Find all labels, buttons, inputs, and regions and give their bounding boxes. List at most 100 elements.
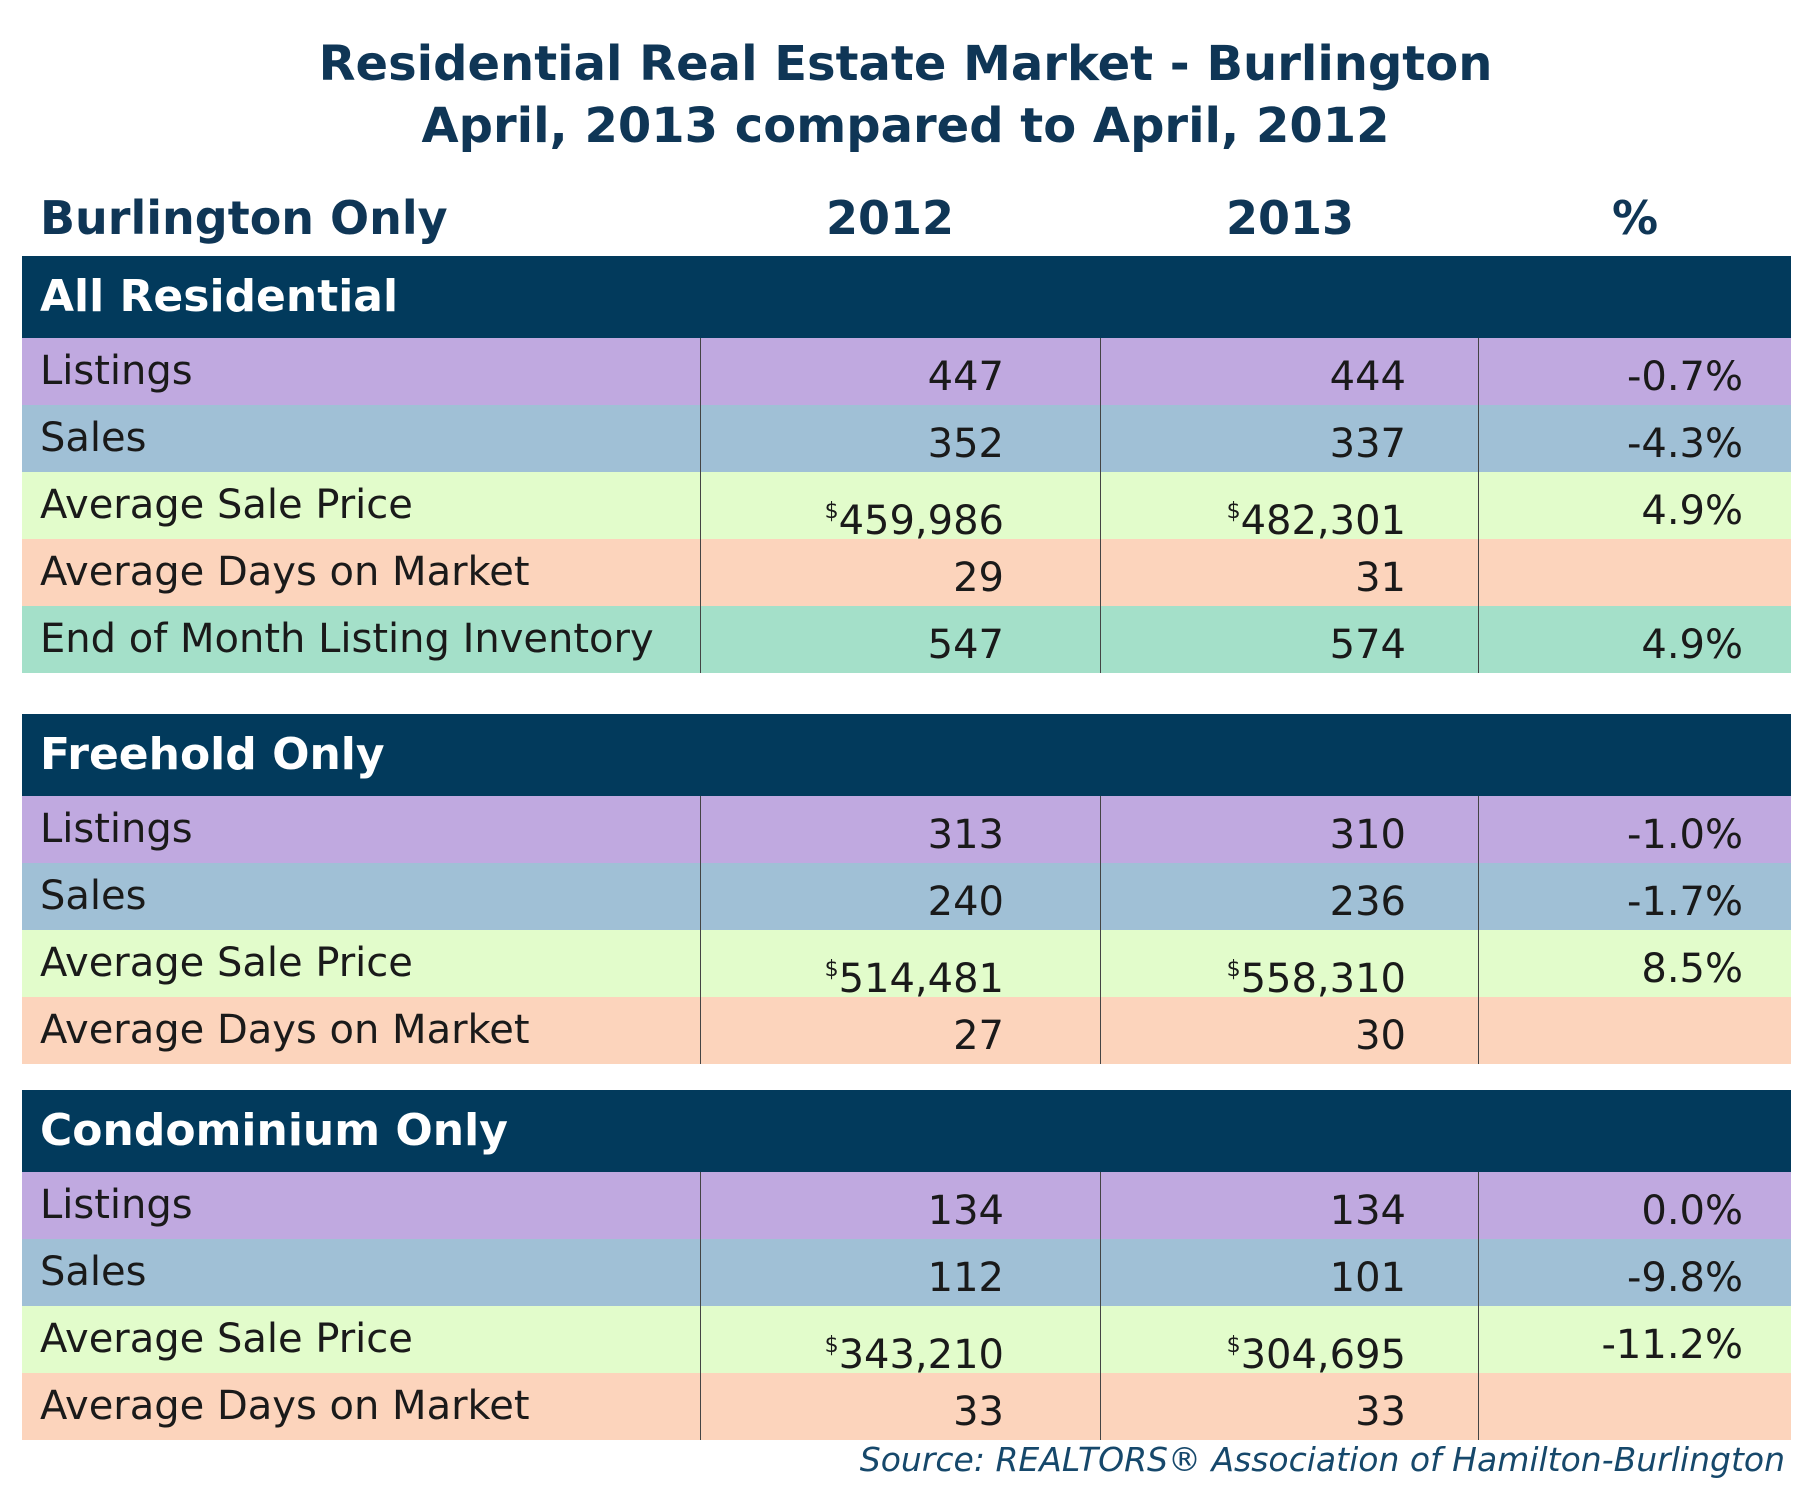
row-label: End of Month Listing Inventory bbox=[40, 616, 654, 662]
percent-change: -1.0% bbox=[1478, 796, 1791, 863]
cell-value: 112 bbox=[927, 1255, 1004, 1301]
percent-change bbox=[1478, 1373, 1791, 1440]
value-2013: 30 bbox=[1100, 997, 1478, 1064]
column-header-label: Burlington Only bbox=[40, 191, 448, 245]
value-2012: $459,986 bbox=[700, 472, 1100, 544]
value-2013: $558,310 bbox=[1100, 930, 1478, 1002]
row-label: Average Sale Price bbox=[40, 482, 413, 528]
value-2012: 134 bbox=[700, 1172, 1100, 1239]
table-row: Average Days on Market 27 30 bbox=[22, 997, 1791, 1064]
table-row: Average Sale Price $514,481 $558,310 8.5% bbox=[22, 930, 1791, 1002]
row-label: Sales bbox=[40, 873, 147, 919]
row-label: Listings bbox=[40, 1182, 193, 1228]
table-row: Sales 240 236 -1.7% bbox=[22, 863, 1791, 930]
value-2012: 352 bbox=[700, 405, 1100, 472]
cell-value: 240 bbox=[927, 879, 1004, 925]
percent-change: -4.3% bbox=[1478, 405, 1791, 472]
source-note: Source: REALTORS® Association of Hamilto… bbox=[859, 1440, 1785, 1479]
table-row: Sales 352 337 -4.3% bbox=[22, 405, 1791, 472]
column-header-2013: 2013 bbox=[1225, 191, 1355, 245]
value-2012: 29 bbox=[700, 539, 1100, 606]
percent-change bbox=[1478, 539, 1791, 606]
value-2013: 33 bbox=[1100, 1373, 1478, 1440]
value-2013: 337 bbox=[1100, 405, 1478, 472]
cell-value: 337 bbox=[1329, 421, 1406, 467]
cell-value: 33 bbox=[953, 1389, 1004, 1435]
cell-value: 30 bbox=[1355, 1013, 1406, 1059]
table-row: End of Month Listing Inventory 547 574 4.9% bbox=[22, 606, 1791, 673]
value-2012: 112 bbox=[700, 1239, 1100, 1306]
cell-value: 134 bbox=[1329, 1188, 1406, 1234]
value-2012: 313 bbox=[700, 796, 1100, 863]
table-section: Freehold Only Listings 313 310 -1.0% Sales 240… bbox=[22, 714, 1791, 1064]
value-2012: 33 bbox=[700, 1373, 1100, 1440]
row-label: Average Days on Market bbox=[40, 1383, 530, 1429]
currency-symbol: $ bbox=[1226, 957, 1241, 982]
value-2012: 447 bbox=[700, 338, 1100, 405]
section-title: Condominium Only bbox=[22, 1090, 1791, 1172]
value-2013: $482,301 bbox=[1100, 472, 1478, 544]
row-label: Average Days on Market bbox=[40, 549, 530, 595]
percent-change bbox=[1478, 997, 1791, 1064]
cell-value: 447 bbox=[927, 354, 1004, 400]
row-label: Average Days on Market bbox=[40, 1007, 530, 1053]
currency-symbol: $ bbox=[1226, 1333, 1241, 1358]
table-row: Sales 112 101 -9.8% bbox=[22, 1239, 1791, 1306]
value-2013: 236 bbox=[1100, 863, 1478, 930]
percent-change: -9.8% bbox=[1478, 1239, 1791, 1306]
percent-change: 4.9% bbox=[1478, 606, 1791, 673]
value-2012: $514,481 bbox=[700, 930, 1100, 1002]
section-title: Freehold Only bbox=[22, 714, 1791, 796]
cell-value: 482,301 bbox=[1240, 498, 1406, 544]
cell-value: 310 bbox=[1329, 812, 1406, 858]
cell-value: 574 bbox=[1329, 622, 1406, 668]
table-row: Average Sale Price $459,986 $482,301 4.9% bbox=[22, 472, 1791, 544]
percent-change: -0.7% bbox=[1478, 338, 1791, 405]
cell-value: 444 bbox=[1329, 354, 1406, 400]
percent-change: -1.7% bbox=[1478, 863, 1791, 930]
section-title: All Residential bbox=[22, 256, 1791, 338]
table-section: Condominium Only Listings 134 134 0.0% Sales 1… bbox=[22, 1090, 1791, 1440]
cell-value: 558,310 bbox=[1240, 956, 1406, 1002]
row-label: Listings bbox=[40, 348, 193, 394]
page-title: Residential Real Estate Market - Burling… bbox=[318, 36, 1493, 92]
value-2013: 31 bbox=[1100, 539, 1478, 606]
page-subtitle: April, 2013 compared to April, 2012 bbox=[421, 98, 1390, 154]
table-row: Listings 447 444 -0.7% bbox=[22, 338, 1791, 405]
table-row: Average Sale Price $343,210 $304,695 -11.2% bbox=[22, 1306, 1791, 1378]
cell-value: 27 bbox=[953, 1013, 1004, 1059]
cell-value: 459,986 bbox=[838, 498, 1004, 544]
value-2013: 444 bbox=[1100, 338, 1478, 405]
cell-value: 514,481 bbox=[838, 956, 1004, 1002]
cell-value: 29 bbox=[953, 555, 1004, 601]
cell-value: 352 bbox=[927, 421, 1004, 467]
table-section: All Residential Listings 447 444 -0.7% Sales 3… bbox=[22, 256, 1791, 673]
value-2012: 240 bbox=[700, 863, 1100, 930]
percent-change: 0.0% bbox=[1478, 1172, 1791, 1239]
column-header-2012: 2012 bbox=[825, 191, 955, 245]
row-label: Average Sale Price bbox=[40, 940, 413, 986]
value-2013: 134 bbox=[1100, 1172, 1478, 1239]
table-row: Listings 134 134 0.0% bbox=[22, 1172, 1791, 1239]
value-2012: $343,210 bbox=[700, 1306, 1100, 1378]
currency-symbol: $ bbox=[824, 499, 839, 524]
percent-change: -11.2% bbox=[1478, 1306, 1791, 1373]
cell-value: 31 bbox=[1355, 555, 1406, 601]
percent-change: 4.9% bbox=[1478, 472, 1791, 539]
row-label: Sales bbox=[40, 415, 147, 461]
value-2012: 547 bbox=[700, 606, 1100, 673]
value-2012: 27 bbox=[700, 997, 1100, 1064]
value-2013: 101 bbox=[1100, 1239, 1478, 1306]
currency-symbol: $ bbox=[824, 1333, 839, 1358]
table-row: Average Days on Market 29 31 bbox=[22, 539, 1791, 606]
row-label: Average Sale Price bbox=[40, 1316, 413, 1362]
value-2013: $304,695 bbox=[1100, 1306, 1478, 1378]
cell-value: 101 bbox=[1329, 1255, 1406, 1301]
currency-symbol: $ bbox=[824, 957, 839, 982]
cell-value: 304,695 bbox=[1240, 1332, 1406, 1378]
table-row: Average Days on Market 33 33 bbox=[22, 1373, 1791, 1440]
value-2013: 310 bbox=[1100, 796, 1478, 863]
percent-change: 8.5% bbox=[1478, 930, 1791, 997]
cell-value: 134 bbox=[927, 1188, 1004, 1234]
cell-value: 343,210 bbox=[838, 1332, 1004, 1378]
